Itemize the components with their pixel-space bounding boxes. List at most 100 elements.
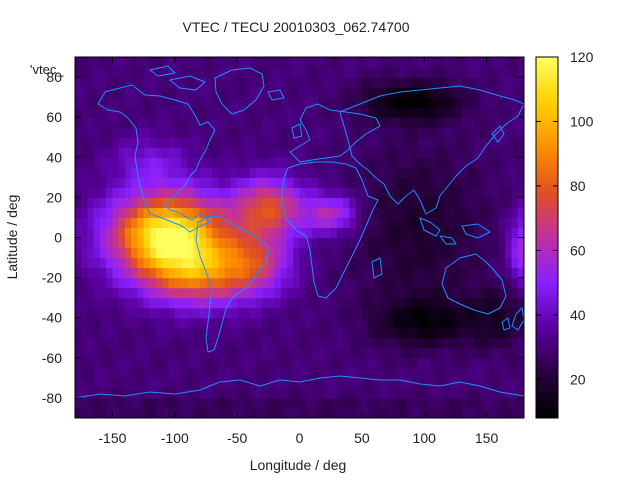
- heatmap-cell: [374, 157, 382, 168]
- heatmap-cell: [268, 57, 276, 68]
- heatmap-cell: [93, 237, 101, 249]
- heatmap-cell: [417, 137, 425, 148]
- heatmap-cell: [224, 187, 232, 198]
- heatmap-cell: [124, 167, 132, 178]
- heatmap-cell: [81, 257, 89, 269]
- heatmap-cell: [305, 77, 313, 88]
- heatmap-cell: [299, 257, 307, 269]
- heatmap-cell: [474, 197, 481, 209]
- heatmap-cell: [137, 147, 145, 158]
- heatmap-cell: [361, 367, 369, 379]
- heatmap-cell: [131, 367, 138, 379]
- x-tick-label: -100: [161, 430, 189, 446]
- heatmap-cell: [174, 117, 182, 128]
- heatmap-cell: [417, 267, 425, 279]
- heatmap-cell: [99, 307, 107, 319]
- heatmap-cell: [368, 57, 375, 68]
- heatmap-cell: [255, 137, 263, 148]
- heatmap-cell: [293, 137, 301, 148]
- heatmap-cell: [243, 67, 251, 78]
- heatmap-cell: [187, 177, 195, 188]
- heatmap-cell: [311, 107, 319, 118]
- heatmap-cell: [486, 167, 494, 178]
- heatmap-cell: [467, 277, 475, 289]
- heatmap-cell: [380, 277, 388, 289]
- heatmap-cell: [355, 167, 363, 178]
- heatmap-cell: [262, 177, 269, 188]
- heatmap-cell: [361, 347, 369, 359]
- heatmap-cell: [449, 297, 457, 309]
- heatmap-cell: [436, 247, 444, 259]
- heatmap-cell: [517, 147, 524, 158]
- heatmap-cell: [399, 237, 407, 249]
- series-key-label: 'vtec_: [30, 62, 64, 77]
- heatmap-cell: [424, 87, 432, 98]
- heatmap-cell: [305, 247, 313, 259]
- heatmap-cell: [237, 367, 244, 379]
- heatmap-cell: [511, 387, 519, 399]
- heatmap-cell: [399, 177, 407, 188]
- heatmap-cell: [393, 77, 400, 88]
- heatmap-cell: [187, 117, 195, 128]
- heatmap-cell: [255, 147, 263, 158]
- heatmap-cell: [181, 257, 188, 269]
- heatmap-cell: [255, 167, 263, 178]
- heatmap-cell: [199, 227, 207, 239]
- heatmap-cell: [318, 257, 326, 269]
- heatmap-cell: [436, 337, 444, 349]
- heatmap-cell: [343, 187, 350, 198]
- heatmap-cell: [106, 247, 114, 259]
- heatmap-cell: [249, 357, 257, 369]
- heatmap-cell: [349, 247, 357, 259]
- heatmap-cell: [511, 357, 519, 369]
- heatmap-cell: [405, 177, 413, 188]
- heatmap-cell: [336, 207, 344, 219]
- heatmap-cell: [262, 337, 269, 349]
- heatmap-cell: [137, 97, 145, 108]
- heatmap-cell: [99, 317, 107, 329]
- heatmap-cell: [131, 197, 138, 209]
- heatmap-cell: [417, 57, 425, 68]
- heatmap-cell: [156, 267, 163, 279]
- heatmap-cell: [81, 387, 89, 399]
- heatmap-cell: [199, 377, 207, 389]
- heatmap-cell: [305, 327, 313, 339]
- heatmap-cell: [162, 357, 170, 369]
- heatmap-cell: [299, 397, 307, 409]
- heatmap-cell: [349, 117, 357, 128]
- heatmap-cell: [399, 207, 407, 219]
- heatmap-cell: [299, 87, 307, 98]
- heatmap-cell: [343, 357, 350, 369]
- heatmap-cell: [430, 297, 438, 309]
- heatmap-cell: [205, 227, 213, 239]
- heatmap-cell: [118, 197, 126, 209]
- heatmap-cell: [305, 267, 313, 279]
- heatmap-cell: [124, 87, 132, 98]
- heatmap-cell: [311, 297, 319, 309]
- heatmap-cell: [430, 407, 438, 418]
- heatmap-cell: [93, 57, 101, 68]
- heatmap-cell: [361, 77, 369, 88]
- heatmap-cell: [280, 127, 288, 138]
- heatmap-cell: [374, 347, 382, 359]
- heatmap-cell: [162, 147, 170, 158]
- heatmap-cell: [517, 287, 524, 299]
- heatmap-cell: [131, 247, 138, 259]
- heatmap-cell: [380, 227, 388, 239]
- heatmap-cell: [361, 407, 369, 418]
- heatmap-cell: [131, 107, 138, 118]
- heatmap-cell: [486, 117, 494, 128]
- heatmap-cell: [199, 397, 207, 409]
- heatmap-cell: [455, 347, 463, 359]
- heatmap-cell: [455, 157, 463, 168]
- heatmap-cell: [399, 117, 407, 128]
- heatmap-cell: [93, 357, 101, 369]
- heatmap-cell: [324, 237, 332, 249]
- heatmap-cell: [199, 307, 207, 319]
- heatmap-cell: [87, 287, 95, 299]
- heatmap-cell: [87, 207, 95, 219]
- heatmap-cell: [299, 137, 307, 148]
- heatmap-cell: [99, 147, 107, 158]
- heatmap-cell: [474, 147, 481, 158]
- heatmap-cell: [511, 87, 519, 98]
